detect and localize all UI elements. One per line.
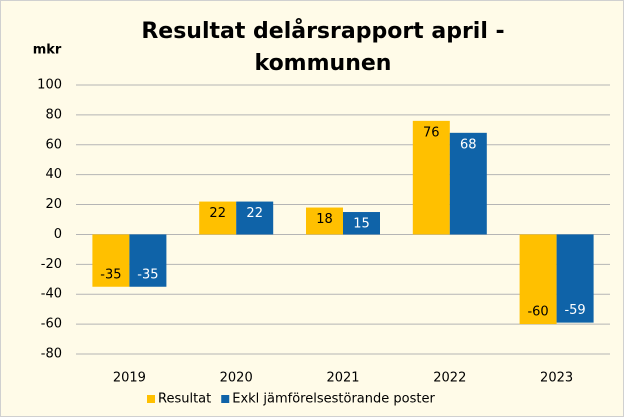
bar	[449, 132, 487, 235]
x-tick-label: 2021	[326, 371, 359, 386]
bar	[519, 234, 557, 325]
bar	[199, 201, 237, 235]
bar	[306, 207, 343, 235]
data-label: -59	[564, 303, 585, 318]
y-tick-label: 20	[45, 197, 62, 212]
y-tick-label: -80	[41, 347, 62, 362]
data-label: 15	[353, 217, 370, 232]
y-tick-label: 40	[45, 167, 62, 182]
legend-swatch	[221, 395, 230, 403]
x-tick-label: 2020	[220, 371, 253, 386]
data-label: -35	[137, 267, 158, 282]
y-axis-label: mkr	[33, 43, 62, 58]
data-label: -35	[100, 267, 121, 282]
bar	[343, 212, 380, 235]
data-label: 68	[460, 137, 477, 152]
x-tick-label: 2023	[540, 371, 573, 386]
legend-swatch	[147, 395, 155, 403]
bar	[92, 234, 130, 287]
y-tick-label: 80	[45, 107, 62, 122]
y-tick-label: 0	[54, 227, 62, 242]
bar	[129, 234, 167, 287]
bar	[412, 120, 450, 235]
y-tick-label: -20	[41, 257, 62, 272]
legend-label: Exkl jämförelsestörande poster	[232, 392, 435, 407]
y-tick-label: -40	[41, 287, 62, 302]
data-label: 22	[209, 206, 226, 221]
x-tick-label: 2022	[433, 371, 466, 386]
data-label: -60	[527, 305, 548, 320]
x-tick-label: 2019	[113, 371, 146, 386]
y-tick-label: -60	[41, 317, 62, 332]
data-label: 22	[246, 206, 263, 221]
data-label: 18	[316, 212, 333, 227]
y-tick-label: 60	[45, 137, 62, 152]
bar	[236, 201, 274, 235]
data-label: 76	[423, 125, 440, 140]
bar	[556, 234, 594, 323]
legend-label: Resultat	[158, 392, 211, 407]
y-tick-label: 100	[37, 78, 62, 93]
chart-title: Resultat delårsrapport april - kommunen	[141, 19, 505, 76]
